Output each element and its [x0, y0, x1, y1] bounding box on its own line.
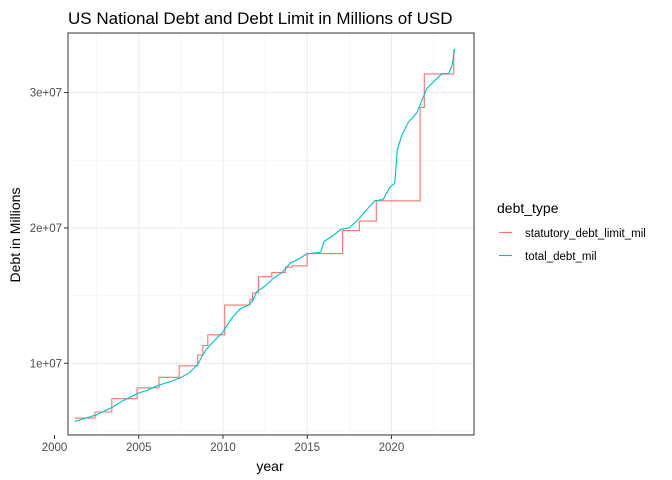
y-tick-label: 3e+07 [30, 88, 62, 100]
legend-title: debt_type [497, 200, 559, 216]
y-axis-title: Debt in Millions [7, 188, 23, 283]
x-tick-label: 2020 [379, 442, 405, 454]
chart-title: US National Debt and Debt Limit in Milli… [68, 9, 453, 28]
x-tick-label: 2010 [210, 442, 236, 454]
major-gridlines [68, 33, 474, 435]
x-tick-label: 2005 [126, 442, 152, 454]
x-tick-label: 2000 [42, 442, 68, 454]
x-axis-title: year [256, 458, 284, 474]
y-axis: 1e+07 2e+07 3e+07 [30, 88, 68, 370]
series-layer [74, 49, 456, 423]
legend-label: total_debt_mil [525, 251, 597, 263]
series-line-total-debt [74, 49, 456, 423]
legend: debt_type statutory_debt_limit_mil total_… [497, 200, 646, 264]
y-tick-label: 2e+07 [30, 223, 62, 235]
x-tick-label: 2015 [294, 442, 320, 454]
x-axis: 2000 2005 2010 2015 2020 [42, 435, 405, 454]
legend-label: statutory_debt_limit_mil [525, 228, 646, 240]
plot-panel [67, 32, 475, 436]
minor-gridlines [68, 33, 474, 435]
y-tick-label: 1e+07 [30, 358, 62, 370]
plot-border [67, 32, 475, 436]
